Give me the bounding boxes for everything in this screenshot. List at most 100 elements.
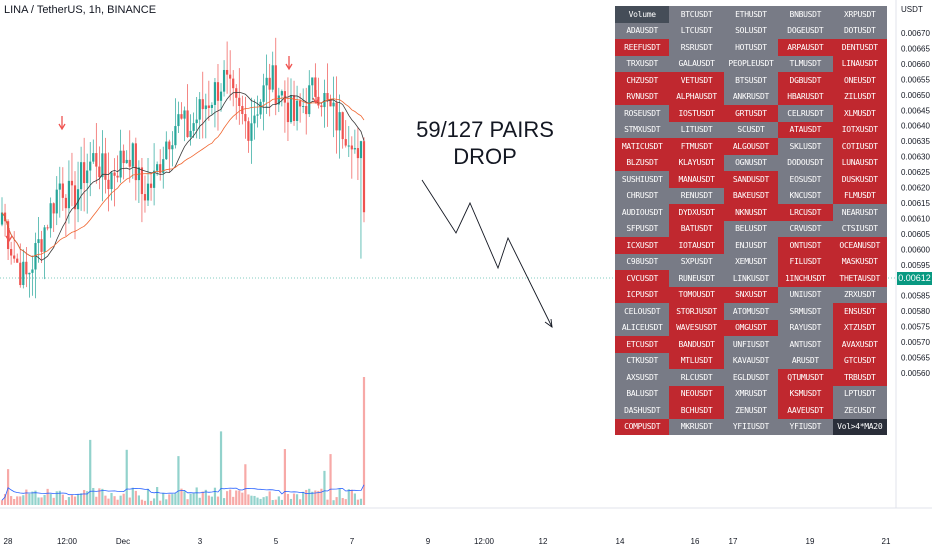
y-tick-label: 0.00560 — [901, 369, 930, 378]
pair-cell: MATICUSDT — [615, 138, 670, 155]
volume-bar — [104, 495, 107, 505]
volume-bar — [168, 494, 171, 505]
pair-cell: ICPUSDT — [615, 286, 670, 303]
candle-body — [140, 167, 144, 195]
volume-bar — [113, 496, 116, 505]
candle-body — [207, 105, 210, 108]
candle-body — [76, 189, 80, 210]
candle-body — [64, 197, 67, 209]
candle-body — [359, 141, 363, 159]
volume-bar — [52, 497, 55, 505]
candlesticks — [0, 37, 366, 299]
volume-bar — [177, 456, 180, 505]
candle-body — [259, 101, 262, 115]
candle-body — [79, 162, 83, 190]
candle-body — [168, 141, 171, 150]
volume-bar — [165, 499, 168, 505]
candle-body — [19, 262, 22, 286]
x-tick-label: 7 — [350, 537, 355, 546]
volume-bar — [198, 497, 201, 505]
volume-bar — [125, 449, 128, 505]
candle-body — [92, 153, 95, 162]
candle-body — [83, 162, 86, 184]
volume-bar — [311, 491, 314, 505]
volume-bar — [153, 498, 156, 505]
candle-body — [338, 112, 341, 131]
volume-bar — [302, 491, 305, 505]
pair-cell: ZRXUSDT — [832, 286, 887, 303]
volume-bar — [6, 469, 10, 505]
x-tick-label: 14 — [616, 537, 625, 546]
pair-cell: ETCUSDT — [615, 336, 670, 353]
volume-bar — [58, 490, 61, 505]
candle-body — [241, 106, 244, 115]
candle-body — [131, 143, 134, 167]
volume-bar — [256, 497, 259, 505]
candle-body — [134, 143, 137, 181]
volume-bar — [271, 500, 274, 505]
pair-cell: DOGEUSDT — [778, 22, 833, 39]
pair-cell: KNCUSDT — [778, 187, 833, 204]
pair-cell: DENTUSDT — [832, 39, 887, 56]
candle-body — [107, 179, 110, 190]
volume-bar — [162, 493, 165, 505]
candle-body — [165, 141, 168, 160]
volume-bar — [277, 496, 280, 505]
pair-cell: TLMUSDT — [778, 55, 833, 72]
pair-cell: GTCUSDT — [832, 352, 887, 369]
candle-body — [13, 255, 16, 259]
pair-cell: BNBUSDT — [778, 6, 833, 23]
volume-bar — [183, 491, 186, 505]
pair-cell: UNFIUSDT — [723, 336, 779, 353]
pair-cell: OMGUSDT — [723, 319, 779, 336]
y-tick-label: 0.00565 — [901, 353, 930, 362]
y-tick-label: 0.00580 — [901, 307, 930, 316]
x-tick-label: Dec — [116, 537, 130, 546]
candle-body — [10, 249, 13, 256]
pair-cell: ANKRUSDT — [723, 88, 779, 105]
volume-bar — [159, 500, 162, 505]
candle-body — [314, 77, 317, 97]
volume-bar — [134, 490, 137, 505]
volume-bar — [280, 499, 283, 505]
pair-cell: MANAUSDT — [669, 171, 724, 188]
volume-bar — [40, 497, 43, 505]
candle-body — [232, 78, 235, 89]
volume-bar — [308, 488, 311, 505]
pair-cell: KSMUSDT — [778, 385, 833, 402]
volume-bar — [238, 490, 241, 505]
volume-bar — [207, 495, 210, 505]
moving-averages — [1, 91, 365, 261]
volume-bar — [356, 499, 360, 505]
candle-body — [326, 93, 329, 100]
x-axis[interactable]: 28 12:00 Dec 3 5 7 9 12:00 12 14 16 17 19 21 — [4, 537, 891, 546]
candle-body — [104, 153, 107, 180]
pair-cell: YFIUSDT — [778, 418, 833, 435]
table-legend-cell: Vol>4*MA20 — [832, 418, 887, 435]
volume-bar — [216, 496, 220, 505]
candle-body — [186, 110, 189, 138]
pair-cell: ICXUSDT — [615, 237, 670, 254]
candle-body — [274, 65, 277, 105]
volume-bar — [241, 492, 244, 505]
volume-bar — [149, 500, 153, 505]
pair-cell: STORJUSDT — [669, 303, 724, 320]
pair-cell: HOTUSDT — [723, 39, 779, 56]
y-axis[interactable]: USDT 0.00670 0.00665 0.00660 0.00655 0.00650 0… — [901, 5, 930, 378]
volume-bar — [250, 495, 253, 505]
y-tick-label: 0.00570 — [901, 338, 930, 347]
y-tick-label: 0.00600 — [901, 245, 930, 254]
pair-cell: BTCUSDT — [669, 6, 724, 23]
candle-body — [344, 139, 347, 146]
candle-body — [122, 150, 125, 164]
pair-cell: 1INCHUSDT — [778, 270, 833, 287]
candle-body — [262, 85, 265, 102]
candle-body — [159, 164, 162, 173]
volume-bar — [101, 488, 104, 505]
volume-bar — [283, 449, 287, 505]
candle-body — [229, 74, 232, 79]
pair-cell: ROSEUSDT — [615, 105, 670, 122]
candle-body — [244, 114, 247, 122]
pairs-table: Volume BTCUSDT ETHUSDT BNBUSDT XRPUSDT ADAUSD… — [615, 6, 887, 435]
